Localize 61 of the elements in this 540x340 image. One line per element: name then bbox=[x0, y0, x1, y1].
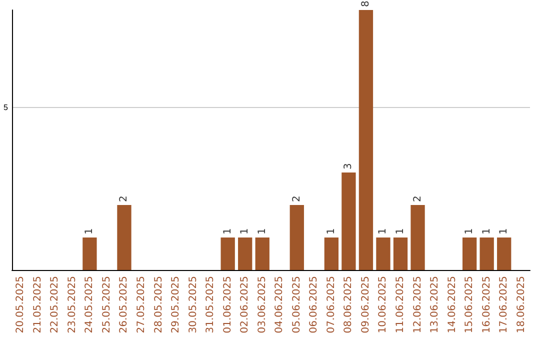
data-label: 2 bbox=[118, 196, 130, 202]
x-tick-label: 21.05.2025 bbox=[32, 276, 44, 334]
bar bbox=[117, 205, 132, 270]
bar bbox=[480, 238, 494, 270]
x-tick-label: 11.06.2025 bbox=[395, 276, 406, 334]
data-label: 8 bbox=[360, 0, 372, 7]
bar bbox=[255, 238, 270, 270]
bar bbox=[220, 238, 235, 270]
data-label: 1 bbox=[378, 228, 389, 234]
x-tick-label: 27.05.2025 bbox=[136, 276, 147, 334]
bar bbox=[358, 10, 374, 270]
x-tick-label: 02.06.2025 bbox=[240, 276, 251, 334]
x-tick-label: 10.06.2025 bbox=[378, 276, 389, 334]
bar bbox=[324, 238, 339, 270]
x-tick-label: 30.05.2025 bbox=[188, 276, 199, 334]
x-tick-label: 22.05.2025 bbox=[50, 276, 61, 334]
data-label: 2 bbox=[412, 196, 424, 202]
bar bbox=[342, 172, 356, 270]
x-tick-label: 16.06.2025 bbox=[481, 276, 492, 334]
x-tick-label: 12.06.2025 bbox=[412, 276, 424, 334]
x-tick-label: 05.06.2025 bbox=[291, 276, 302, 334]
bar bbox=[393, 238, 408, 270]
x-tick-label: 01.06.2025 bbox=[222, 276, 234, 334]
x-tick-label: 06.06.2025 bbox=[308, 276, 320, 334]
x-tick-label: 23.05.2025 bbox=[66, 276, 78, 334]
data-label: 1 bbox=[464, 228, 476, 234]
x-tick-label: 17.06.2025 bbox=[498, 276, 510, 334]
data-label: 1 bbox=[498, 228, 510, 234]
data-label: 1 bbox=[222, 228, 234, 234]
x-tick-label: 24.05.2025 bbox=[84, 276, 96, 334]
data-label: 2 bbox=[291, 196, 302, 202]
bar bbox=[238, 238, 252, 270]
x-tick-label: 29.05.2025 bbox=[170, 276, 182, 334]
x-tick-label: 15.06.2025 bbox=[464, 276, 476, 334]
data-label: 1 bbox=[84, 228, 96, 234]
data-label: 1 bbox=[481, 228, 492, 234]
y-tick-label: 5 bbox=[4, 103, 9, 112]
x-tick-label: 18.06.2025 bbox=[516, 276, 527, 334]
x-tick-label: 28.05.2025 bbox=[153, 276, 164, 334]
bar bbox=[462, 238, 477, 270]
x-tick-label: 04.06.2025 bbox=[274, 276, 286, 334]
data-label: 1 bbox=[240, 228, 251, 234]
bar bbox=[82, 238, 97, 270]
x-tick-label: 07.06.2025 bbox=[326, 276, 337, 334]
x-tick-label: 31.05.2025 bbox=[205, 276, 216, 334]
data-label: 1 bbox=[326, 228, 337, 234]
x-tick-label: 09.06.2025 bbox=[360, 276, 372, 334]
bar bbox=[290, 205, 304, 270]
data-label: 3 bbox=[343, 163, 354, 170]
x-tick-label: 14.06.2025 bbox=[446, 276, 458, 334]
x-tick-label: 13.06.2025 bbox=[430, 276, 441, 334]
x-tick-label: 08.06.2025 bbox=[343, 276, 354, 334]
bar bbox=[410, 205, 425, 270]
x-tick-label: 03.06.2025 bbox=[256, 276, 268, 334]
bar bbox=[376, 238, 390, 270]
x-tick-label: 25.05.2025 bbox=[101, 276, 112, 334]
data-label: 1 bbox=[395, 228, 406, 234]
x-tick-label: 26.05.2025 bbox=[118, 276, 130, 334]
data-label: 1 bbox=[256, 228, 268, 234]
bar bbox=[497, 238, 512, 270]
x-tick-label: 20.05.2025 bbox=[15, 276, 26, 334]
